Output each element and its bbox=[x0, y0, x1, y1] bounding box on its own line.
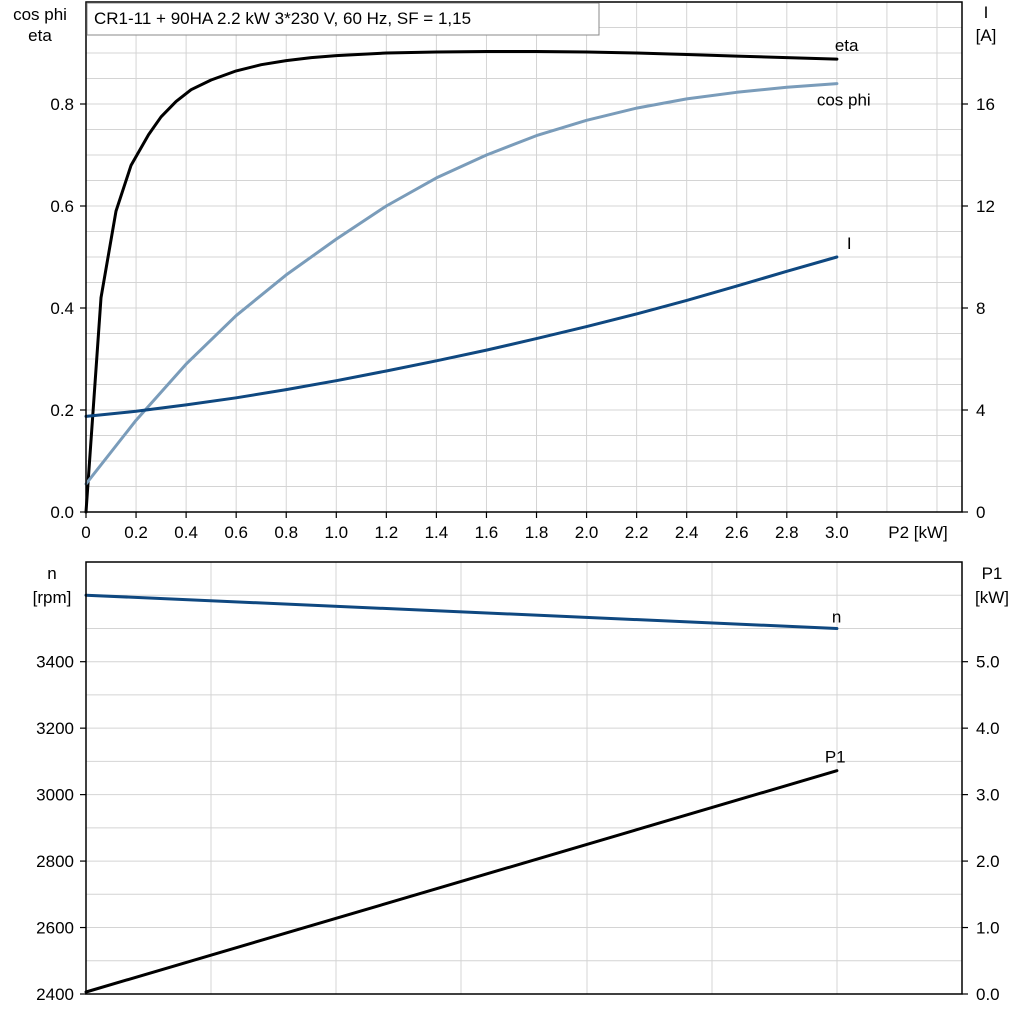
tick-label-left: 3000 bbox=[36, 786, 74, 805]
tick-label-x: 2.2 bbox=[625, 523, 649, 542]
y-left-axis-title: cos phi bbox=[13, 5, 67, 24]
tick-label-x: 1.6 bbox=[475, 523, 499, 542]
tick-label-right: 2.0 bbox=[976, 852, 1000, 871]
y-right-axis-title-line2: [A] bbox=[976, 26, 997, 45]
tick-label-x: 0.2 bbox=[124, 523, 148, 542]
tick-label-left: 3200 bbox=[36, 719, 74, 738]
tick-label-right: 4 bbox=[976, 401, 985, 420]
tick-label-right: 4.0 bbox=[976, 719, 1000, 738]
y-right-axis-title: I bbox=[984, 3, 989, 22]
series-line-n bbox=[84, 593, 839, 630]
tick-label-x: 0 bbox=[81, 523, 90, 542]
tick-label-x: 2.8 bbox=[775, 523, 799, 542]
tick-label-right: 5.0 bbox=[976, 653, 1000, 672]
series-line-eta bbox=[84, 50, 839, 514]
x-axis-title: P2 [kW] bbox=[888, 523, 948, 542]
series-label-p1: P1 bbox=[825, 748, 846, 767]
tick-label-x: 1.2 bbox=[375, 523, 399, 542]
tick-label-x: 1.4 bbox=[425, 523, 449, 542]
tick-label-left: 2800 bbox=[36, 852, 74, 871]
chart-title: CR1-11 + 90HA 2.2 kW 3*230 V, 60 Hz, SF … bbox=[94, 9, 471, 28]
tick-label-left: 0.2 bbox=[50, 401, 74, 420]
tick-label-right: 3.0 bbox=[976, 786, 1000, 805]
series-line-p1 bbox=[84, 769, 839, 994]
tick-label-x: 2.4 bbox=[675, 523, 699, 542]
series-label-i: I bbox=[847, 234, 852, 253]
tick-label-x: 1.0 bbox=[324, 523, 348, 542]
tick-label-left: 3400 bbox=[36, 653, 74, 672]
y-left-axis-title-line2: [rpm] bbox=[33, 588, 72, 607]
tick-label-x: 3.0 bbox=[825, 523, 849, 542]
y-right-axis-title: P1 bbox=[982, 564, 1003, 583]
series-label-eta: eta bbox=[835, 36, 859, 55]
tick-label-x: 2.0 bbox=[575, 523, 599, 542]
tick-label-left: 2400 bbox=[36, 985, 74, 1004]
tick-label-right: 12 bbox=[976, 197, 995, 216]
tick-label-left: 0.4 bbox=[50, 299, 74, 318]
plot-frame bbox=[85, 561, 963, 995]
series-label-n: n bbox=[832, 607, 841, 626]
tick-label-right: 16 bbox=[976, 95, 995, 114]
tick-label-left: 0.0 bbox=[50, 503, 74, 522]
tick-label-x: 0.8 bbox=[274, 523, 298, 542]
y-right-axis-title-line2: [kW] bbox=[975, 588, 1009, 607]
y-left-axis-title-line2: eta bbox=[28, 26, 52, 45]
tick-label-right: 1.0 bbox=[976, 919, 1000, 938]
tick-label-right: 8 bbox=[976, 299, 985, 318]
tick-label-left: 2600 bbox=[36, 919, 74, 938]
series-label-cos-phi: cos phi bbox=[817, 91, 871, 110]
y-left-axis-title: n bbox=[47, 564, 56, 583]
tick-label-left: 0.8 bbox=[50, 95, 74, 114]
tick-label-x: 0.4 bbox=[174, 523, 198, 542]
tick-label-x: 1.8 bbox=[525, 523, 549, 542]
tick-label-right: 0 bbox=[976, 503, 985, 522]
tick-label-x: 2.6 bbox=[725, 523, 749, 542]
series-line-cos-phi bbox=[84, 82, 839, 486]
series-line-i bbox=[84, 255, 839, 418]
tick-label-right: 0.0 bbox=[976, 985, 1000, 1004]
title-box bbox=[86, 2, 600, 36]
tick-label-left: 0.6 bbox=[50, 197, 74, 216]
tick-label-x: 0.6 bbox=[224, 523, 248, 542]
plot-frame bbox=[85, 1, 963, 513]
